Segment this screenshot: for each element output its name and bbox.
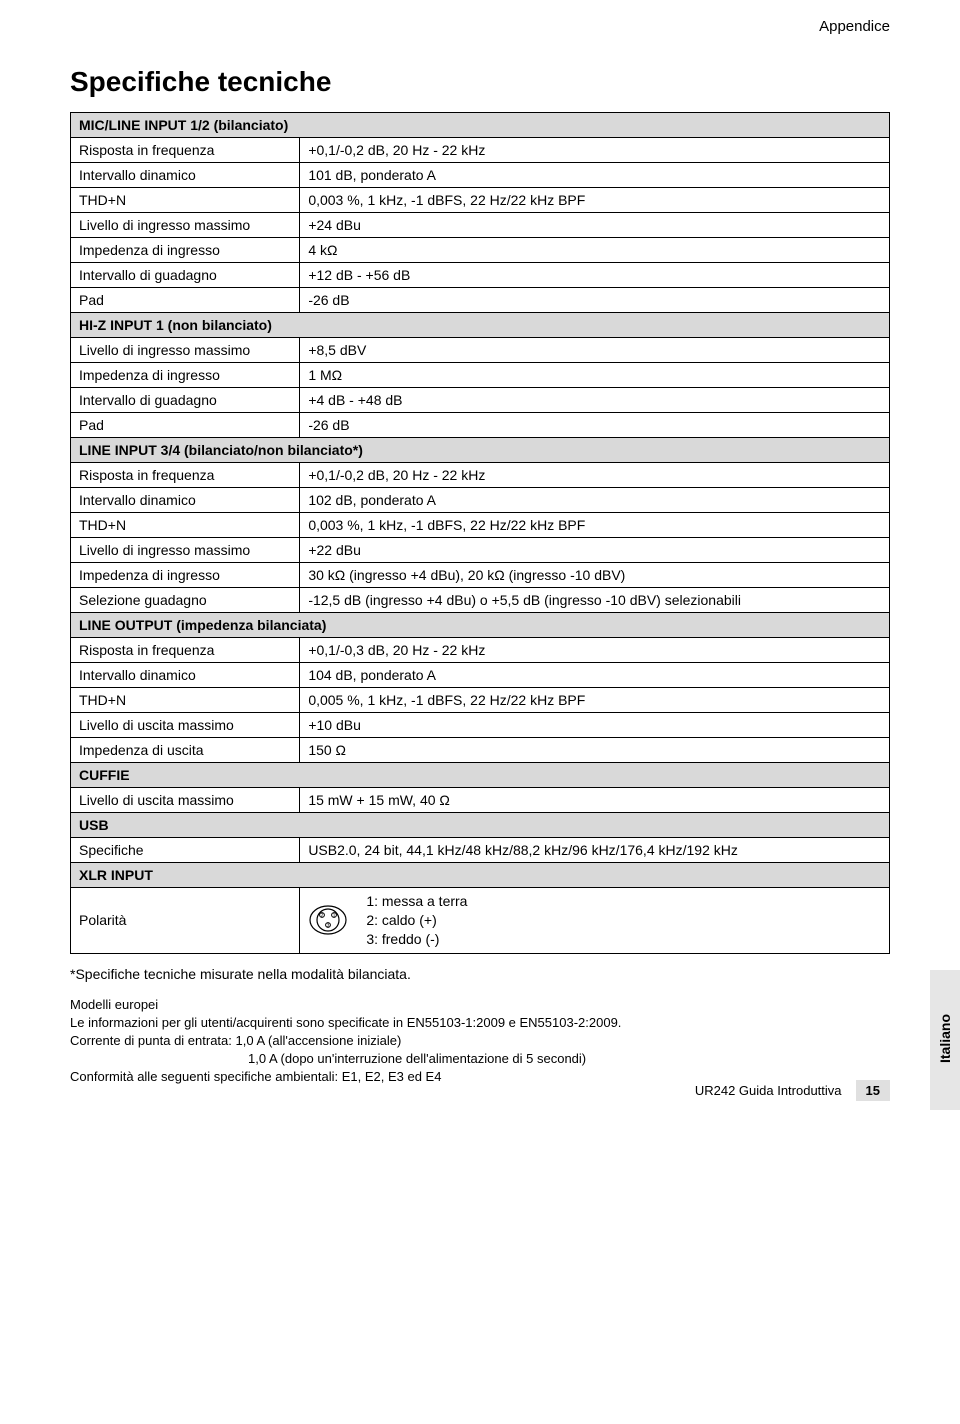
spec-value: 4 kΩ [300,238,890,263]
spec-label: Risposta in frequenza [71,463,300,488]
spec-value: -26 dB [300,413,890,438]
spec-value: 102 dB, ponderato A [300,488,890,513]
xlr-line: 1: messa a terra [366,892,467,911]
spec-label: Risposta in frequenza [71,138,300,163]
spec-value: +24 dBu [300,213,890,238]
xlr-line: 3: freddo (-) [366,930,467,949]
section-xlr: XLR INPUT [71,863,890,888]
spec-label: Intervallo dinamico [71,488,300,513]
page-title: Specifiche tecniche [70,66,890,98]
models-line: 1,0 A (dopo un'interruzione dell'aliment… [70,1050,890,1068]
spec-label: Impedenza di ingresso [71,563,300,588]
spec-label: Impedenza di ingresso [71,363,300,388]
spec-label: THD+N [71,688,300,713]
spec-value: +22 dBu [300,538,890,563]
spec-label: Livello di ingresso massimo [71,538,300,563]
models-block: Modelli europei Le informazioni per gli … [70,996,890,1087]
spec-label: Intervallo di guadagno [71,388,300,413]
models-line: Corrente di punta di entrata: 1,0 A (all… [70,1032,890,1050]
spec-value: -26 dB [300,288,890,313]
spec-value: 150 Ω [300,738,890,763]
spec-value: +4 dB - +48 dB [300,388,890,413]
spec-label: Intervallo dinamico [71,163,300,188]
footer-page-number: 15 [856,1080,890,1101]
spec-label: Intervallo dinamico [71,663,300,688]
spec-value: 1 2 3 1: messa a terra 2: caldo (+) 3: f… [300,888,890,954]
spec-value: 104 dB, ponderato A [300,663,890,688]
spec-label: Intervallo di guadagno [71,263,300,288]
language-tab-label: Italiano [937,1014,953,1063]
models-line: Le informazioni per gli utenti/acquirent… [70,1014,890,1032]
xlr-connector-icon: 1 2 3 [308,900,348,940]
spec-value: 0,003 %, 1 kHz, -1 dBFS, 22 Hz/22 kHz BP… [300,513,890,538]
spec-label: Livello di ingresso massimo [71,213,300,238]
spec-label: THD+N [71,513,300,538]
appendix-label: Appendice [819,18,890,35]
spec-label: Impedenza di ingresso [71,238,300,263]
language-tab: Italiano [930,970,960,1110]
page-footer: UR242 Guida Introduttiva 15 [695,1080,890,1101]
spec-label: Pad [71,413,300,438]
spec-label: Selezione guadagno [71,588,300,613]
spec-label: Livello di uscita massimo [71,788,300,813]
svg-text:2: 2 [321,913,324,919]
svg-text:1: 1 [333,913,336,919]
specifications-table: MIC/LINE INPUT 1/2 (bilanciato) Risposta… [70,112,890,954]
spec-label: THD+N [71,188,300,213]
svg-text:3: 3 [327,923,330,929]
footer-doc-title: UR242 Guida Introduttiva [695,1083,842,1098]
spec-value: +12 dB - +56 dB [300,263,890,288]
spec-label: Impedenza di uscita [71,738,300,763]
spec-value: +10 dBu [300,713,890,738]
spec-value: +8,5 dBV [300,338,890,363]
spec-value: +0,1/-0,2 dB, 20 Hz - 22 kHz [300,138,890,163]
section-hiz: HI-Z INPUT 1 (non bilanciato) [71,313,890,338]
spec-value: -12,5 dB (ingresso +4 dBu) o +5,5 dB (in… [300,588,890,613]
spec-value: 0,003 %, 1 kHz, -1 dBFS, 22 Hz/22 kHz BP… [300,188,890,213]
spec-label: Specifiche [71,838,300,863]
xlr-line: 2: caldo (+) [366,911,467,930]
spec-value: +0,1/-0,2 dB, 20 Hz - 22 kHz [300,463,890,488]
section-lineout: LINE OUTPUT (impedenza bilanciata) [71,613,890,638]
spec-value: USB2.0, 24 bit, 44,1 kHz/48 kHz/88,2 kHz… [300,838,890,863]
section-cuffie: CUFFIE [71,763,890,788]
section-mic-line: MIC/LINE INPUT 1/2 (bilanciato) [71,113,890,138]
spec-label: Livello di ingresso massimo [71,338,300,363]
spec-value: 1 MΩ [300,363,890,388]
section-usb: USB [71,813,890,838]
spec-label: Livello di uscita massimo [71,713,300,738]
spec-value: 15 mW + 15 mW, 40 Ω [300,788,890,813]
spec-label: Polarità [71,888,300,954]
models-title: Modelli europei [70,996,890,1014]
spec-value: 30 kΩ (ingresso +4 dBu), 20 kΩ (ingresso… [300,563,890,588]
spec-value: +0,1/-0,3 dB, 20 Hz - 22 kHz [300,638,890,663]
spec-value: 101 dB, ponderato A [300,163,890,188]
spec-label: Pad [71,288,300,313]
spec-value: 0,005 %, 1 kHz, -1 dBFS, 22 Hz/22 kHz BP… [300,688,890,713]
spec-label: Risposta in frequenza [71,638,300,663]
section-line34: LINE INPUT 3/4 (bilanciato/non bilanciat… [71,438,890,463]
footnote: *Specifiche tecniche misurate nella moda… [70,966,890,982]
